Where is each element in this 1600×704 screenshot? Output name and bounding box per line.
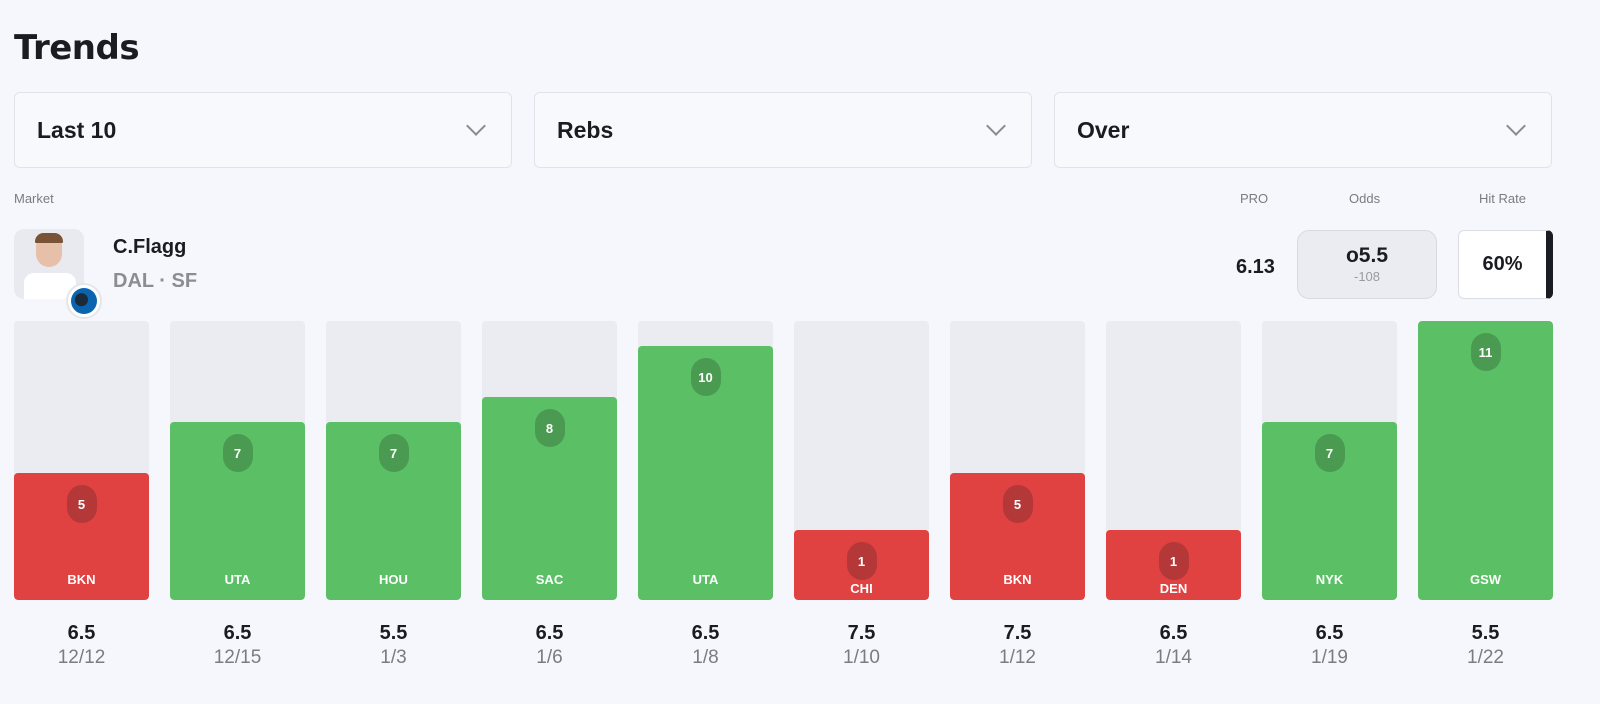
date-label: 1/3 [380,647,407,668]
opponent-label: CHI [850,581,873,596]
value-pill: 11 [1470,333,1501,371]
chevron-down-icon [986,116,1006,136]
date-label: 1/19 [1311,647,1348,668]
game-bar: 8 SAC [482,397,617,600]
game-bar: 5 BKN [14,473,149,600]
game-bar: 10 UTA [638,346,773,600]
opponent-label: UTA [692,572,719,587]
game-column: 7 NYK 6.5 1/19 [1262,321,1397,669]
value-pill: 8 [534,409,565,448]
line-label: 7.5 [1003,622,1032,644]
opponent-label: DEN [1159,581,1188,596]
pro-value: 6.13 [1236,256,1275,278]
game-bar-track[interactable]: 11 GSW [1418,321,1553,600]
side-dropdown[interactable]: Over [1054,92,1552,168]
value-pill: 1 [846,542,877,581]
game-bar-track[interactable]: 10 UTA [638,321,773,600]
opponent-label: SAC [535,572,564,587]
game-column: 8 SAC 6.5 1/6 [482,321,617,669]
opponent-label: NYK [1315,572,1344,587]
game-bar: 7 HOU [326,422,461,600]
value-pill: 10 [690,358,721,397]
date-label: 12/12 [57,647,106,668]
date-label: 1/22 [1467,647,1504,668]
date-label: 1/14 [1155,647,1192,668]
stat-dropdown[interactable]: Rebs [534,92,1032,168]
game-bar-track[interactable]: 7 HOU [326,321,461,600]
line-label: 6.5 [691,622,720,644]
odds-button[interactable]: o5.5 -108 [1297,230,1437,299]
game-bar: 1 DEN [1106,530,1241,600]
game-column: 7 UTA 6.5 12/15 [170,321,305,669]
team-logo [66,283,102,319]
odds-header: Odds [1349,191,1381,206]
opponent-label: HOU [379,572,408,587]
game-column: 1 DEN 6.5 1/14 [1106,321,1241,669]
player-avatar [14,229,84,299]
date-label: 1/8 [692,647,719,668]
value-pill: 7 [222,434,253,473]
pro-header: PRO [1240,191,1269,206]
game-bar: 7 UTA [170,422,305,600]
game-bar-track[interactable]: 5 BKN [950,321,1085,600]
line-label: 6.5 [67,622,96,644]
line-label: 7.5 [847,622,876,644]
value-pill: 5 [1002,485,1033,524]
odds-line: o5.5 [1345,244,1389,267]
game-bar-track[interactable]: 8 SAC [482,321,617,600]
odds-price: -108 [1353,269,1381,284]
line-label: 6.5 [535,622,564,644]
date-label: 1/12 [999,647,1036,668]
player-name: C.Flagg [113,236,187,258]
value-pill: 7 [378,434,409,473]
chevron-down-icon [466,116,486,136]
game-bar-track[interactable]: 1 DEN [1106,321,1241,600]
date-label: 1/6 [536,647,563,668]
page-title: Trends [14,28,140,68]
value-pill: 5 [66,485,97,524]
date-label: 1/10 [843,647,880,668]
game-column: 11 GSW 5.5 1/22 [1418,321,1553,669]
stat-value: Rebs [557,116,614,143]
line-label: 6.5 [1159,622,1188,644]
game-bar: 11 GSW [1418,321,1553,600]
game-bar: 7 NYK [1262,422,1397,600]
line-label: 5.5 [379,622,408,644]
line-label: 6.5 [1315,622,1344,644]
game-bar-track[interactable]: 7 UTA [170,321,305,600]
game-column: 10 UTA 6.5 1/8 [638,321,773,669]
value-pill: 7 [1314,434,1345,473]
line-label: 5.5 [1471,622,1500,644]
market-header: Market [14,191,54,206]
game-bar-track[interactable]: 7 NYK [1262,321,1397,600]
opponent-label: BKN [67,572,96,587]
value-pill: 1 [1158,542,1189,581]
game-bar: 1 CHI [794,530,929,600]
game-column: 1 CHI 7.5 1/10 [794,321,929,669]
line-label: 6.5 [223,622,252,644]
opponent-label: GSW [1469,572,1502,587]
opponent-label: BKN [1003,572,1032,587]
chevron-down-icon [1506,116,1526,136]
hit-rate-value: 60% [1458,230,1553,299]
range-value: Last 10 [37,116,117,143]
game-column: 5 BKN 7.5 1/12 [950,321,1085,669]
game-column: 7 HOU 5.5 1/3 [326,321,461,669]
game-bar-track[interactable]: 1 CHI [794,321,929,600]
player-team-position: DAL · SF [113,270,198,292]
opponent-label: UTA [224,572,251,587]
game-bar: 5 BKN [950,473,1085,600]
game-bar-track[interactable]: 5 BKN [14,321,149,600]
date-label: 12/15 [213,647,262,668]
hit-rate-header: Hit Rate [1479,191,1526,206]
range-dropdown[interactable]: Last 10 [14,92,512,168]
side-value: Over [1077,116,1130,143]
game-column: 5 BKN 6.5 12/12 [14,321,149,669]
